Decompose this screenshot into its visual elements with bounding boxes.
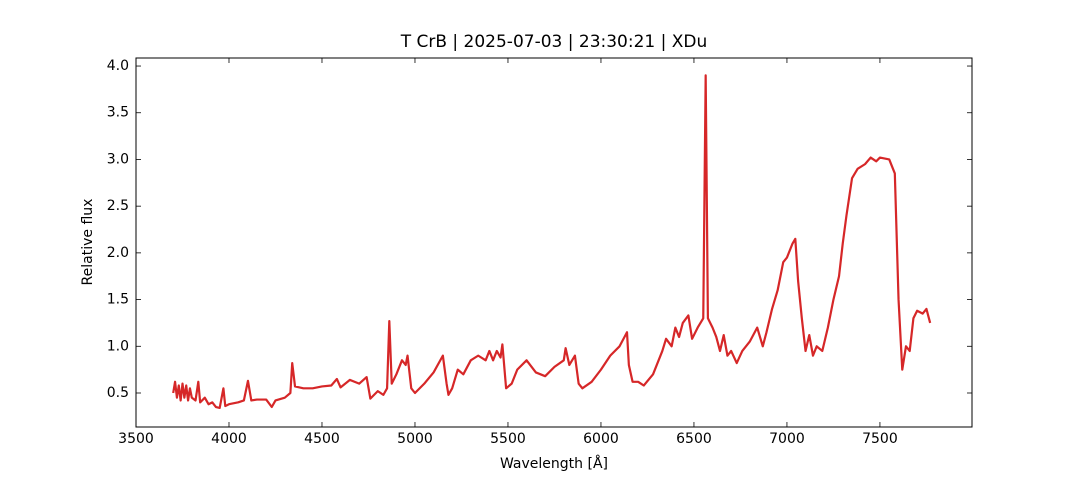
x-tick-label: 6000	[583, 431, 619, 447]
chart-title: T CrB | 2025-07-03 | 23:30:21 | XDu	[400, 32, 708, 52]
spectrum-line	[172, 74, 932, 410]
y-tick-label: 2.5	[107, 198, 129, 214]
x-tick-label: 4500	[304, 431, 340, 447]
x-axis-label: Wavelength [Å]	[500, 455, 608, 472]
x-tick-label: 5000	[397, 431, 433, 447]
x-tick-label: 7000	[769, 431, 805, 447]
y-tick-label: 1.5	[107, 292, 129, 308]
y-tick-label: 3.0	[107, 151, 129, 167]
plot-frame	[135, 57, 973, 428]
x-tick-label: 4000	[211, 431, 247, 447]
y-tick-label: 3.5	[107, 105, 129, 121]
x-tick-label: 5500	[490, 431, 526, 447]
x-tick-label: 6500	[676, 431, 712, 447]
y-axis-label: Relative flux	[80, 199, 96, 286]
y-tick-label: 1.0	[107, 338, 129, 354]
x-tick-label: 7500	[862, 431, 898, 447]
y-tick-label: 2.0	[107, 245, 129, 261]
x-tick-label: 3500	[118, 431, 154, 447]
y-tick-label: 0.5	[107, 385, 129, 401]
y-tick-label: 4.0	[107, 58, 129, 74]
